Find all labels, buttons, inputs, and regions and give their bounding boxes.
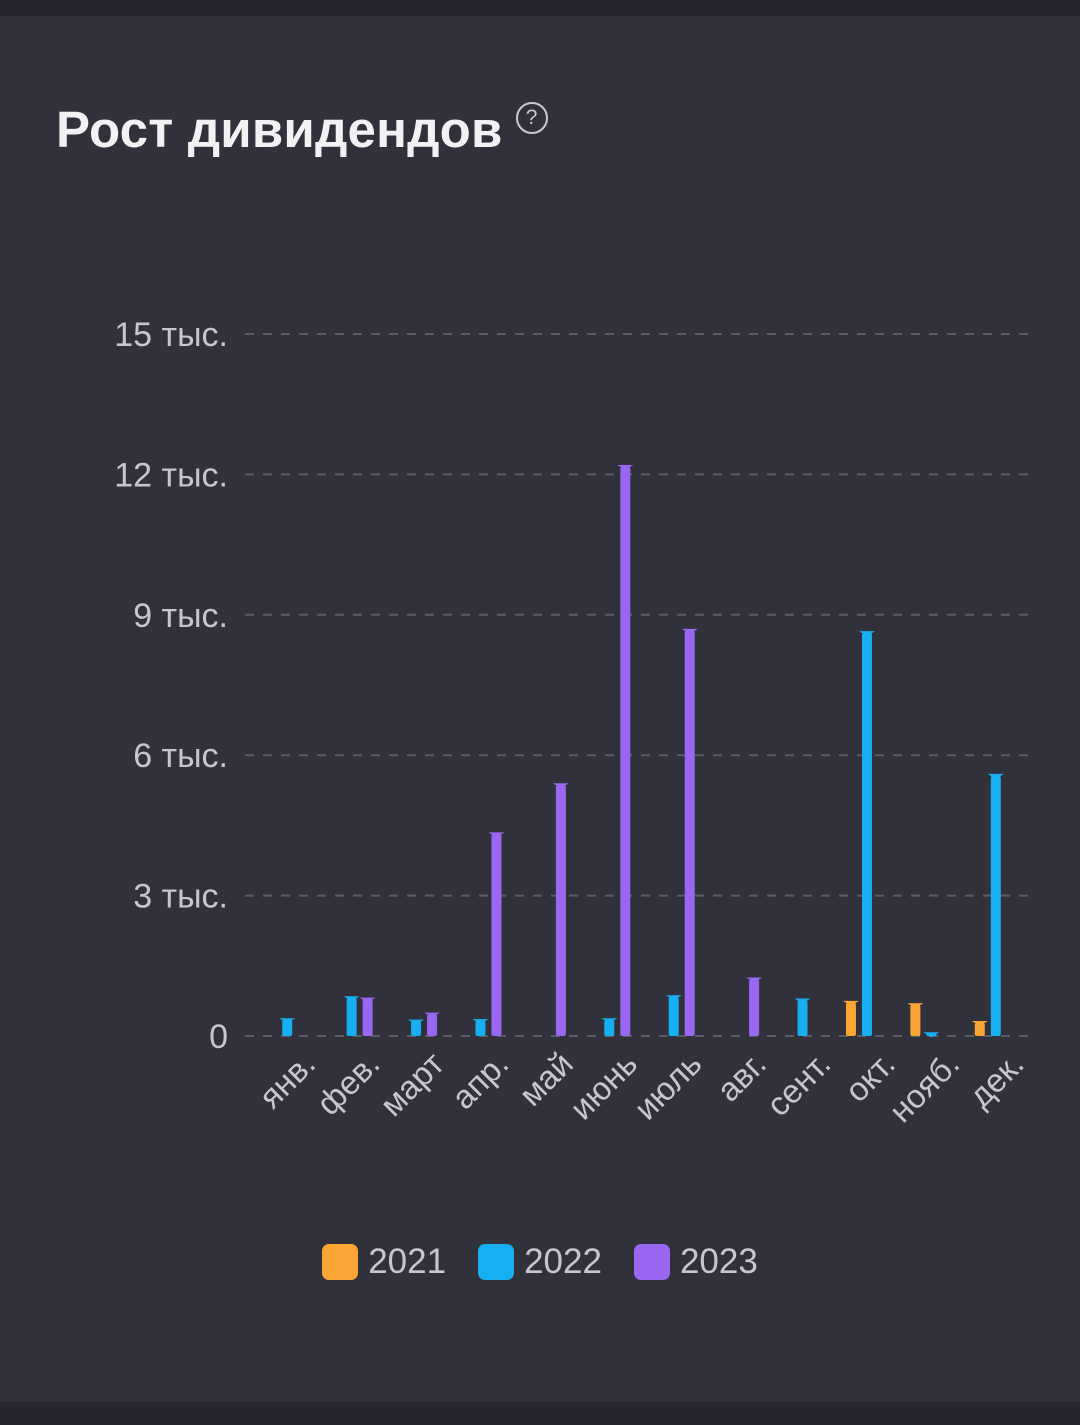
- bar-body: [282, 1020, 293, 1036]
- legend-label: 2022: [524, 1242, 602, 1281]
- legend-swatch: [633, 1244, 670, 1280]
- bar: [488, 832, 505, 1036]
- bar-body: [974, 1023, 985, 1036]
- title-row: Рост дивидендов ?: [56, 100, 548, 160]
- legend-label: 2023: [679, 1242, 758, 1281]
- bar-cap: [408, 1019, 425, 1025]
- bottom-bar: [0, 1402, 1080, 1425]
- dividend-growth-card: [0, 16, 1080, 1402]
- y-tick-label: 0: [209, 1018, 228, 1056]
- bar-body: [749, 979, 760, 1036]
- legend-item-2021[interactable]: 2021: [322, 1240, 446, 1284]
- bar-cap: [424, 1012, 441, 1018]
- bar: [343, 996, 360, 1036]
- legend-label: 2021: [368, 1242, 447, 1281]
- bar-cap: [794, 998, 811, 1004]
- bar: [665, 995, 682, 1036]
- bar-cap: [472, 1019, 489, 1025]
- bar: [552, 783, 569, 1036]
- bar-body: [797, 1000, 808, 1036]
- bar-cap: [601, 1018, 618, 1024]
- bar-body: [845, 1002, 856, 1036]
- y-tick-label: 9 тыс.: [133, 597, 228, 635]
- bar-cap: [279, 1018, 296, 1024]
- legend-swatch: [322, 1244, 359, 1280]
- bar: [794, 998, 811, 1036]
- bar-body: [346, 998, 357, 1036]
- x-tick-label: дек.: [961, 1045, 1030, 1114]
- y-tick-label: 6 тыс.: [133, 737, 228, 775]
- bar-cap: [907, 1003, 924, 1009]
- bar: [842, 1000, 859, 1036]
- bar-body: [411, 1021, 422, 1036]
- bar-body: [475, 1021, 486, 1036]
- bar-cap: [617, 465, 634, 471]
- bar-body: [668, 997, 679, 1036]
- y-tick-label: 12 тыс.: [114, 456, 228, 494]
- bar-cap: [971, 1021, 988, 1027]
- x-tick-label: фев.: [309, 1045, 386, 1122]
- chart-legend: 2021 2022 2023: [0, 1240, 1080, 1284]
- x-tick-label: янв.: [252, 1045, 323, 1116]
- legend-item-2022[interactable]: 2022: [478, 1240, 602, 1284]
- bar: [858, 631, 875, 1036]
- bar-cap: [552, 783, 569, 789]
- bar-body: [427, 1014, 438, 1036]
- bar: [279, 1018, 296, 1036]
- y-tick-label: 15 тыс.: [114, 316, 228, 354]
- bar-body: [362, 999, 373, 1036]
- chart-title: Рост дивидендов: [56, 101, 503, 158]
- bar-body: [861, 633, 872, 1036]
- bar-body: [620, 467, 631, 1036]
- bar-body: [604, 1020, 615, 1036]
- bar: [359, 997, 376, 1036]
- bar: [987, 773, 1004, 1036]
- bar: [617, 465, 634, 1036]
- bar-cap: [746, 977, 763, 983]
- bar: [971, 1021, 988, 1036]
- bar: [424, 1012, 441, 1036]
- question-circle-icon[interactable]: ?: [515, 102, 548, 134]
- bar: [601, 1018, 618, 1036]
- bar-cap: [343, 996, 360, 1002]
- bar: [472, 1019, 489, 1036]
- bar-cap: [842, 1000, 859, 1006]
- bar-cap: [858, 631, 875, 637]
- bar-body: [555, 785, 566, 1036]
- bar-chart: 0 3 тыс. 6 тыс. 9 тыс. 12 тыс. 15 тыс. янв.фев…: [114, 316, 1030, 1130]
- x-tick-label: апр.: [444, 1045, 515, 1116]
- bar-cap: [359, 997, 376, 1003]
- bar-cap: [681, 628, 698, 634]
- bar-cap: [488, 832, 505, 838]
- bar: [907, 1003, 924, 1036]
- bar-body: [910, 1005, 921, 1036]
- legend-item-2023[interactable]: 2023: [633, 1240, 758, 1284]
- bar-body: [491, 834, 502, 1036]
- bar-body: [684, 630, 695, 1036]
- bar-cap: [665, 995, 682, 1001]
- x-tick-label: июль: [627, 1045, 709, 1127]
- x-tick-label: сент.: [759, 1045, 837, 1123]
- legend-swatch: [478, 1244, 515, 1280]
- bar-cap: [923, 1032, 940, 1038]
- bar: [408, 1019, 425, 1036]
- x-tick-label: март: [373, 1045, 451, 1123]
- x-tick-label: нояб.: [882, 1045, 967, 1130]
- x-tick-label: июнь: [562, 1045, 644, 1127]
- y-tick-label: 3 тыс.: [133, 878, 228, 916]
- bar: [746, 977, 763, 1036]
- bar: [923, 1032, 940, 1038]
- bar: [681, 628, 698, 1036]
- bar-cap: [987, 773, 1004, 779]
- bar-body: [990, 775, 1001, 1036]
